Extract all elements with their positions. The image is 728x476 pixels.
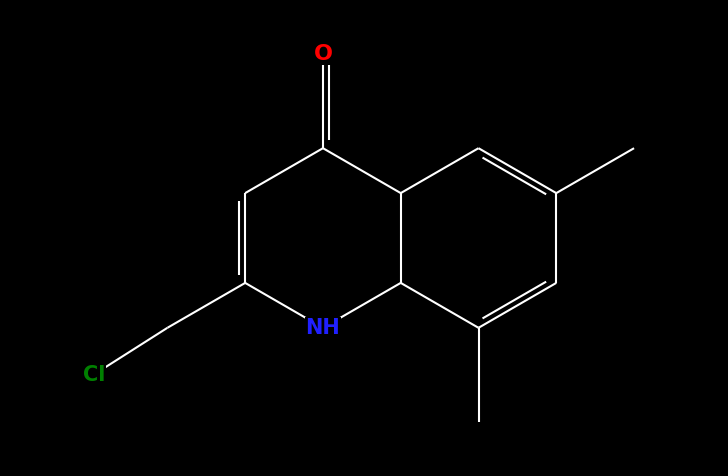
- Text: NH: NH: [306, 318, 340, 338]
- Text: O: O: [314, 44, 333, 64]
- Text: Cl: Cl: [83, 365, 105, 385]
